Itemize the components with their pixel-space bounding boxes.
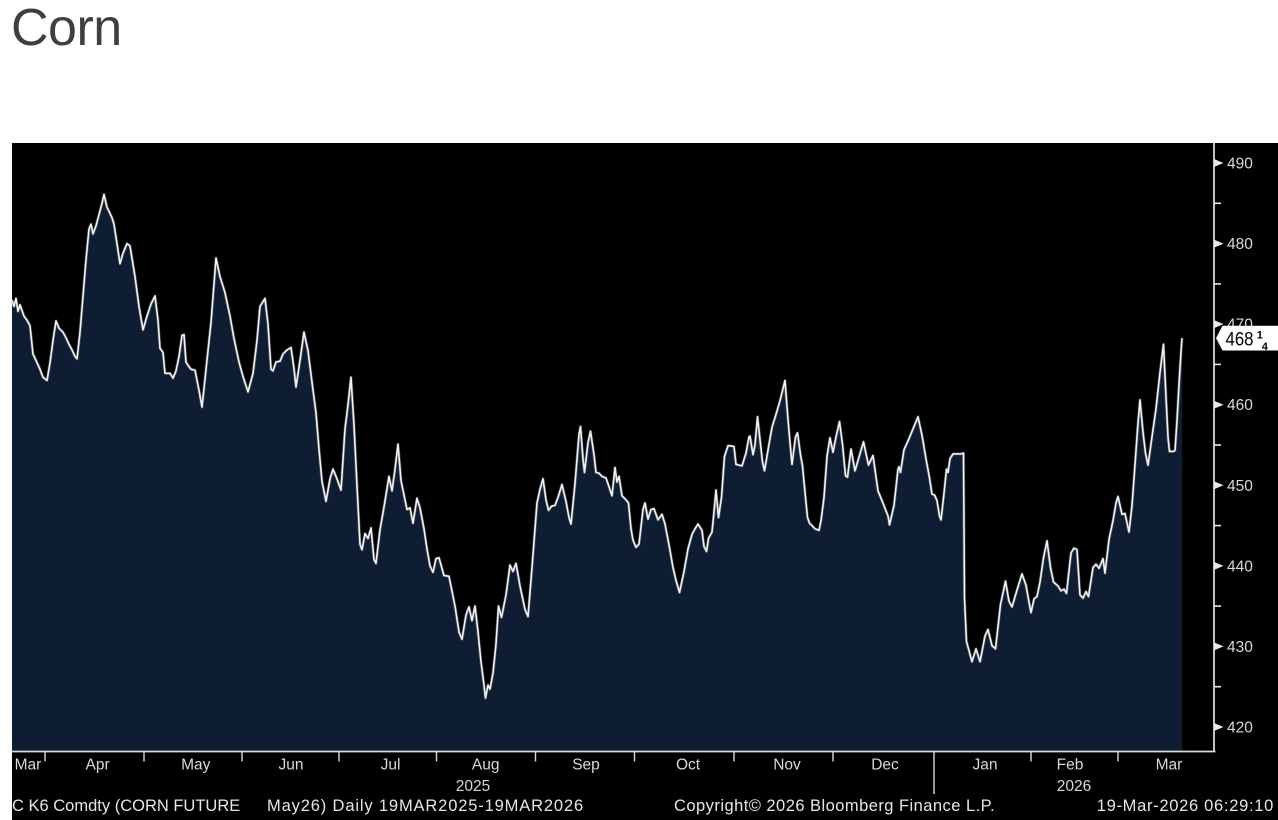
svg-text:1: 1 <box>1257 330 1263 342</box>
svg-text:2026: 2026 <box>1057 778 1091 795</box>
svg-text:420: 420 <box>1227 720 1253 737</box>
svg-text:Mar: Mar <box>1156 757 1183 774</box>
svg-text:May: May <box>181 757 211 774</box>
svg-text:440: 440 <box>1227 558 1253 575</box>
svg-text:Nov: Nov <box>773 757 801 774</box>
svg-text:Dec: Dec <box>871 757 899 774</box>
svg-text:Oct: Oct <box>676 757 701 774</box>
svg-text:2025: 2025 <box>456 778 490 795</box>
svg-text:480: 480 <box>1227 236 1253 253</box>
svg-text:C K6 Comdty (CORN FUTURE: C K6 Comdty (CORN FUTURE <box>12 797 240 815</box>
svg-text:4: 4 <box>1262 341 1269 353</box>
svg-text:19-Mar-2026 06:29:10: 19-Mar-2026 06:29:10 <box>1097 797 1274 815</box>
svg-text:450: 450 <box>1227 478 1253 495</box>
svg-text:May26) Daily 19MAR2025-19MAR20: May26) Daily 19MAR2025-19MAR2026 <box>267 797 584 815</box>
svg-text:Copyright© 2026 Bloomberg Fina: Copyright© 2026 Bloomberg Finance L.P. <box>674 797 995 815</box>
svg-text:Apr: Apr <box>86 757 110 774</box>
svg-text:Aug: Aug <box>472 757 500 774</box>
svg-text:490: 490 <box>1227 156 1253 173</box>
svg-text:430: 430 <box>1227 639 1253 656</box>
svg-text:Jul: Jul <box>381 757 401 774</box>
svg-text:460: 460 <box>1227 397 1253 414</box>
svg-text:Feb: Feb <box>1057 757 1084 774</box>
svg-text:Jun: Jun <box>279 757 304 774</box>
svg-text:Sep: Sep <box>572 757 600 774</box>
svg-text:Mar: Mar <box>15 757 42 774</box>
svg-text:Jan: Jan <box>973 757 998 774</box>
svg-text:468: 468 <box>1226 328 1254 350</box>
